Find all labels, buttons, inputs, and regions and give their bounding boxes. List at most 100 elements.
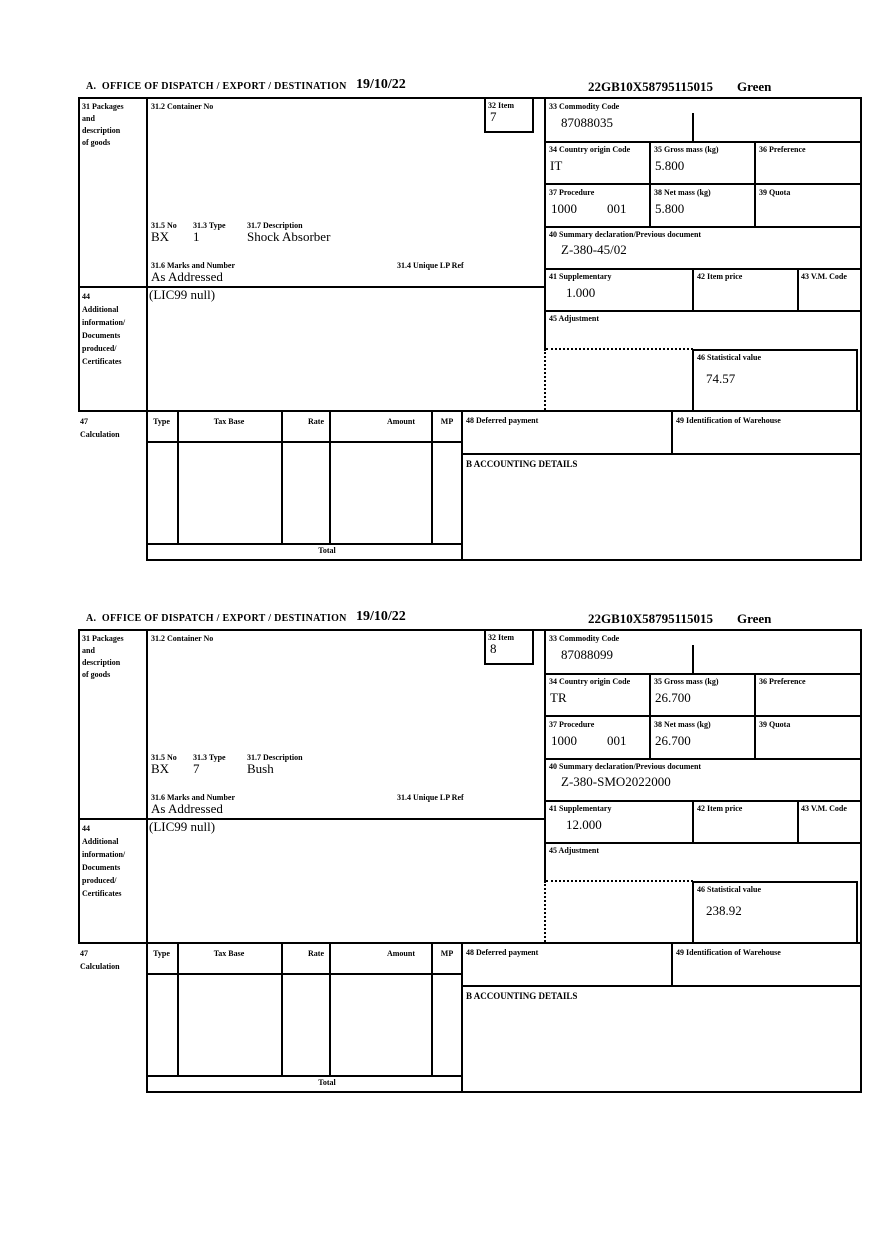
accounting-details-label: B ACCOUNTING DETAILS [466, 991, 578, 1001]
procedure-value: 1000 [551, 733, 577, 748]
box-39-quota-label: 39 Quota [759, 188, 791, 197]
grid-line [544, 310, 862, 312]
grid-line [78, 286, 546, 288]
box-47-calculation-label: 47 Calculation [80, 417, 120, 439]
calc-col-tax-base-header: Tax Base [213, 949, 245, 958]
calc-col-amount-header: Amount [386, 417, 415, 426]
box-31-6-marks-label: 31.6 Marks and Number [151, 261, 236, 270]
routing-status: Green [737, 611, 772, 626]
packages-no-value: BX [151, 229, 170, 244]
grid-line [544, 715, 862, 717]
grid-line [692, 645, 694, 675]
packages-no-value: BX [151, 761, 170, 776]
box-39-quota-label: 39 Quota [759, 720, 791, 729]
box-31-2-container-no-label: 31.2 Container No [151, 634, 214, 643]
box-32-item-label: 32 Item [488, 633, 514, 642]
grid-line [431, 942, 433, 1077]
goods-description-value: Bush [247, 761, 274, 776]
box-34-country-origin-label: 34 Country origin Code [549, 145, 631, 154]
dotted-divider [546, 348, 693, 350]
grid-line [544, 97, 546, 349]
grid-line [544, 673, 862, 675]
dotted-divider [544, 881, 546, 942]
box-32-item-label: 32 Item [488, 101, 514, 110]
box-49-warehouse-label: 49 Identification of Warehouse [676, 416, 781, 425]
statistical-value: 238.92 [706, 903, 742, 918]
box-40-previous-document-label: 40 Summary declaration/Previous document [549, 762, 702, 771]
office-of-dispatch-label: A. OFFICE OF DISPATCH / EXPORT / DESTINA… [86, 613, 347, 624]
box-46-statistical-value-label: 46 Statistical value [697, 885, 761, 894]
item-number-box-outline [484, 97, 534, 133]
procedure-values: 1000 001 [551, 202, 627, 216]
gross-mass-value: 26.700 [655, 690, 691, 705]
calc-col-mp-header: MP [440, 949, 454, 958]
box-43-vm-code-label: 43 V.M. Code [801, 272, 847, 281]
declaration-date: 19/10/22 [356, 77, 406, 92]
box-41-supplementary-label: 41 Supplementary [549, 804, 612, 813]
grid-line [754, 141, 756, 228]
procedure-values: 1000 001 [551, 734, 627, 748]
country-origin-value: IT [550, 158, 563, 173]
box-38-net-mass-label: 38 Net mass (kg) [654, 188, 711, 197]
previous-document-value: Z-380-SMO2022000 [561, 774, 671, 789]
grid-line [146, 441, 463, 443]
grid-line [177, 942, 179, 1077]
declaration-date: 19/10/22 [356, 609, 406, 624]
mrn-value: 22GB10X58795115015 [588, 611, 713, 626]
grid-line [754, 673, 756, 760]
box-31-3-type-label: 31.3 Type [193, 753, 226, 762]
box-35-gross-mass-label: 35 Gross mass (kg) [654, 677, 719, 686]
box-42-item-price-label: 42 Item price [697, 804, 743, 813]
box-48-deferred-payment-label: 48 Deferred payment [466, 948, 539, 957]
box-46-statistical-value-label: 46 Statistical value [697, 353, 761, 362]
grid-line [431, 410, 433, 545]
supplementary-units-value: 1.000 [566, 285, 596, 300]
box-40-previous-document-label: 40 Summary declaration/Previous document [549, 230, 702, 239]
box-47-calculation-label: 47 Calculation [80, 949, 120, 971]
grid-line [146, 97, 148, 410]
box-43-vm-code-label: 43 V.M. Code [801, 804, 847, 813]
grid-line [329, 942, 331, 1077]
procedure-value: 1000 [551, 201, 577, 216]
calc-col-rate-header: Rate [308, 949, 324, 958]
previous-document-value: Z-380-45/02 [561, 242, 627, 257]
packages-type-value: 1 [193, 229, 200, 244]
box-31-7-description-label: 31.7 Description [247, 753, 303, 762]
box-33-commodity-code-label: 33 Commodity Code [549, 102, 620, 111]
calc-total-label: Total [318, 1078, 336, 1087]
grid-line [146, 629, 148, 942]
box-33-commodity-code-label: 33 Commodity Code [549, 634, 620, 643]
item-number-value: 8 [490, 641, 497, 656]
grid-line [78, 818, 546, 820]
sad-item-form: A. OFFICE OF DISPATCH / EXPORT / DESTINA… [0, 77, 882, 580]
box-48-deferred-payment-label: 48 Deferred payment [466, 416, 539, 425]
calc-col-tax-base-header: Tax Base [213, 417, 245, 426]
box-31-7-description-label: 31.7 Description [247, 221, 303, 230]
accounting-details-box-outline [461, 453, 862, 561]
grid-line [281, 410, 283, 545]
grid-line [544, 226, 862, 228]
box-41-supplementary-label: 41 Supplementary [549, 272, 612, 281]
supplementary-units-value: 12.000 [566, 817, 602, 832]
calc-col-mp-header: MP [440, 417, 454, 426]
grid-line [692, 113, 694, 143]
procedure-additional-value: 001 [607, 733, 627, 748]
box-38-net-mass-label: 38 Net mass (kg) [654, 720, 711, 729]
grid-line [544, 629, 546, 881]
dotted-divider [546, 880, 693, 882]
box-31-5-no-label: 31.5 No [151, 753, 177, 762]
mrn-value: 22GB10X58795115015 [588, 79, 713, 94]
grid-line [329, 410, 331, 545]
commodity-code-value: 87088035 [561, 115, 613, 130]
grid-line [544, 141, 862, 143]
net-mass-value: 5.800 [655, 201, 685, 216]
packages-type-value: 7 [193, 761, 200, 776]
grid-line [146, 973, 463, 975]
country-origin-value: TR [550, 690, 567, 705]
net-mass-value: 26.700 [655, 733, 691, 748]
box-45-adjustment-label: 45 Adjustment [549, 314, 600, 323]
calc-col-type-header: Type [153, 417, 170, 426]
grid-line [544, 183, 862, 185]
item-number-box-outline [484, 629, 534, 665]
grid-line [544, 268, 862, 270]
